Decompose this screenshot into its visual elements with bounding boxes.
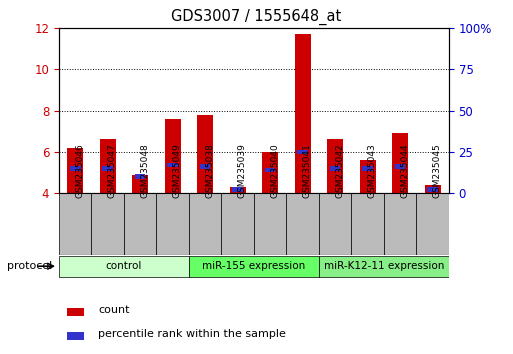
Text: percentile rank within the sample: percentile rank within the sample (98, 329, 286, 339)
Text: protocol: protocol (7, 261, 52, 271)
Text: miR-K12-11 expression: miR-K12-11 expression (324, 261, 444, 271)
Bar (319, 193, 351, 255)
Bar (392, 133, 408, 193)
Bar (229, 187, 246, 193)
Bar (298, 149, 308, 154)
Bar (165, 119, 181, 193)
Bar (70, 166, 81, 171)
Bar (417, 193, 449, 255)
Bar (189, 256, 319, 277)
Text: GSM235038: GSM235038 (205, 143, 214, 198)
Bar (254, 193, 286, 255)
Bar (395, 164, 405, 169)
Bar (427, 187, 438, 192)
Bar (189, 193, 222, 255)
Bar (262, 152, 278, 193)
Text: GSM235048: GSM235048 (140, 143, 149, 198)
Bar (351, 193, 384, 255)
Bar (156, 193, 189, 255)
Text: GSM235044: GSM235044 (400, 143, 409, 198)
Bar (294, 34, 311, 193)
Bar (286, 193, 319, 255)
Bar (319, 256, 449, 277)
Bar (100, 139, 116, 193)
Text: GSM235049: GSM235049 (173, 143, 182, 198)
Bar (222, 193, 254, 255)
Text: GSM235040: GSM235040 (270, 143, 279, 198)
Bar (132, 176, 148, 193)
Bar (91, 193, 124, 255)
Bar (167, 163, 178, 167)
Text: GDS3007 / 1555648_at: GDS3007 / 1555648_at (171, 9, 342, 25)
Bar (124, 193, 156, 255)
Bar (67, 332, 84, 339)
Bar (360, 160, 376, 193)
Bar (59, 193, 91, 255)
Text: GSM235046: GSM235046 (75, 143, 84, 198)
Text: miR-155 expression: miR-155 expression (202, 261, 306, 271)
Bar (265, 168, 275, 172)
Bar (197, 115, 213, 193)
Text: GSM235045: GSM235045 (432, 143, 442, 198)
Bar (135, 174, 146, 179)
Bar (330, 166, 341, 171)
Bar (67, 308, 84, 315)
Bar (59, 256, 189, 277)
Text: GSM235047: GSM235047 (108, 143, 117, 198)
Bar (232, 187, 243, 192)
Text: control: control (106, 261, 142, 271)
Text: GSM235039: GSM235039 (238, 143, 247, 198)
Bar (67, 148, 83, 193)
Text: count: count (98, 304, 129, 315)
Bar (327, 139, 343, 193)
Bar (200, 164, 210, 169)
Text: GSM235043: GSM235043 (368, 143, 377, 198)
Text: GSM235041: GSM235041 (303, 143, 312, 198)
Bar (103, 166, 113, 171)
Bar (424, 185, 441, 193)
Bar (362, 166, 373, 171)
Bar (384, 193, 417, 255)
Text: GSM235042: GSM235042 (335, 143, 344, 198)
